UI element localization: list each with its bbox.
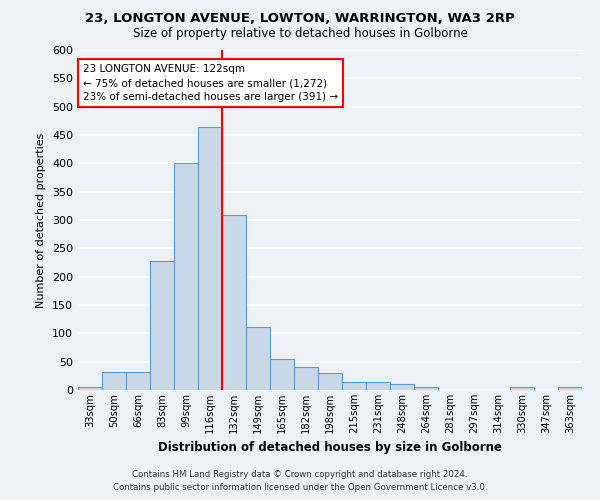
Bar	[222, 216, 246, 390]
Bar	[246, 326, 270, 390]
Bar	[294, 368, 318, 390]
Bar	[558, 387, 582, 390]
Bar	[198, 126, 222, 390]
Bar	[366, 382, 390, 390]
Bar	[270, 360, 294, 390]
Bar	[510, 387, 534, 390]
Text: 23 LONGTON AVENUE: 122sqm
← 75% of detached houses are smaller (1,272)
23% of se: 23 LONGTON AVENUE: 122sqm ← 75% of detac…	[83, 64, 338, 102]
Bar	[78, 387, 102, 390]
Text: 23, LONGTON AVENUE, LOWTON, WARRINGTON, WA3 2RP: 23, LONGTON AVENUE, LOWTON, WARRINGTON, …	[85, 12, 515, 26]
Text: Size of property relative to detached houses in Golborne: Size of property relative to detached ho…	[133, 28, 467, 40]
Bar	[390, 384, 414, 390]
Bar	[126, 372, 150, 390]
Y-axis label: Number of detached properties: Number of detached properties	[37, 132, 46, 308]
Bar	[414, 387, 438, 390]
X-axis label: Distribution of detached houses by size in Golborne: Distribution of detached houses by size …	[158, 442, 502, 454]
Bar	[102, 372, 126, 390]
Text: Contains HM Land Registry data © Crown copyright and database right 2024.
Contai: Contains HM Land Registry data © Crown c…	[113, 470, 487, 492]
Bar	[318, 373, 342, 390]
Bar	[342, 382, 366, 390]
Bar	[174, 163, 198, 390]
Bar	[150, 261, 174, 390]
